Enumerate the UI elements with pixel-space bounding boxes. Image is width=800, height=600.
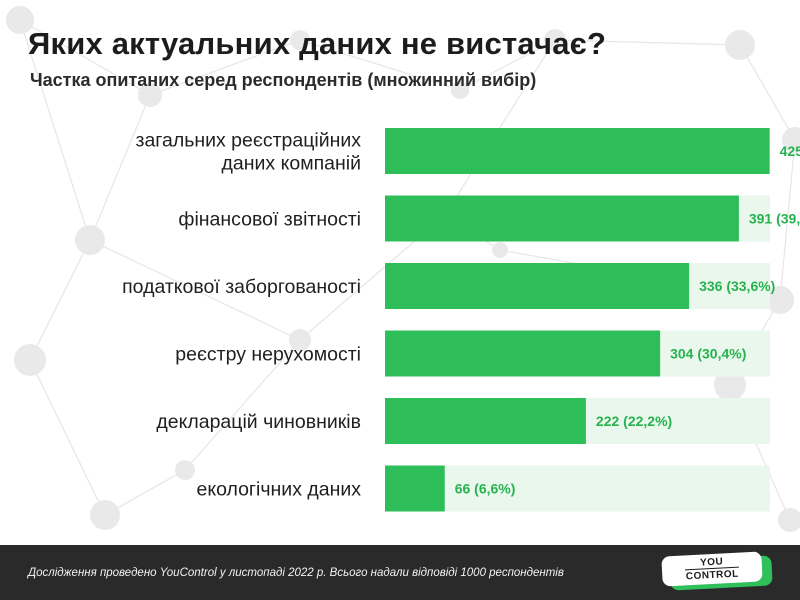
bar [385, 128, 770, 174]
category-label: екологічних даних [196, 479, 361, 501]
bar [385, 195, 739, 242]
footer: Дослідження проведено YouControl у листо… [0, 545, 800, 600]
value-label: 222 (22,2%) [596, 413, 672, 429]
category-label: податкової заборгованості [122, 276, 361, 298]
category-label: даних компаній [222, 153, 361, 175]
value-label: 425 (42,5%) [780, 143, 800, 159]
chart-subtitle: Частка опитаних серед респондентів (множ… [30, 70, 537, 90]
value-label: 336 (33,6%) [699, 278, 775, 294]
chart-title: Яких актуальних даних не вистачає? [28, 26, 607, 61]
bar-track [385, 465, 770, 512]
youcontrol-logo: YOU CONTROL [661, 551, 774, 591]
bar-chart: 425 (42,5%) загальних реєстраційнихданих … [122, 128, 800, 512]
category-label: загальних реєстраційних [136, 130, 362, 152]
bar [385, 398, 586, 444]
bar [385, 465, 445, 512]
logo-line-2: CONTROL [684, 566, 740, 583]
bar [385, 263, 690, 309]
bar [385, 330, 661, 377]
value-label: 391 (39,1%) [749, 211, 800, 227]
category-label: реєстру нерухомості [175, 344, 361, 366]
value-label: 66 (6,6%) [455, 481, 516, 497]
value-label: 304 (30,4%) [670, 346, 746, 362]
category-label: декларацій чиновників [156, 411, 361, 433]
footer-note: Дослідження проведено YouControl у листо… [28, 567, 564, 579]
category-label: фінансової звітності [178, 209, 361, 231]
